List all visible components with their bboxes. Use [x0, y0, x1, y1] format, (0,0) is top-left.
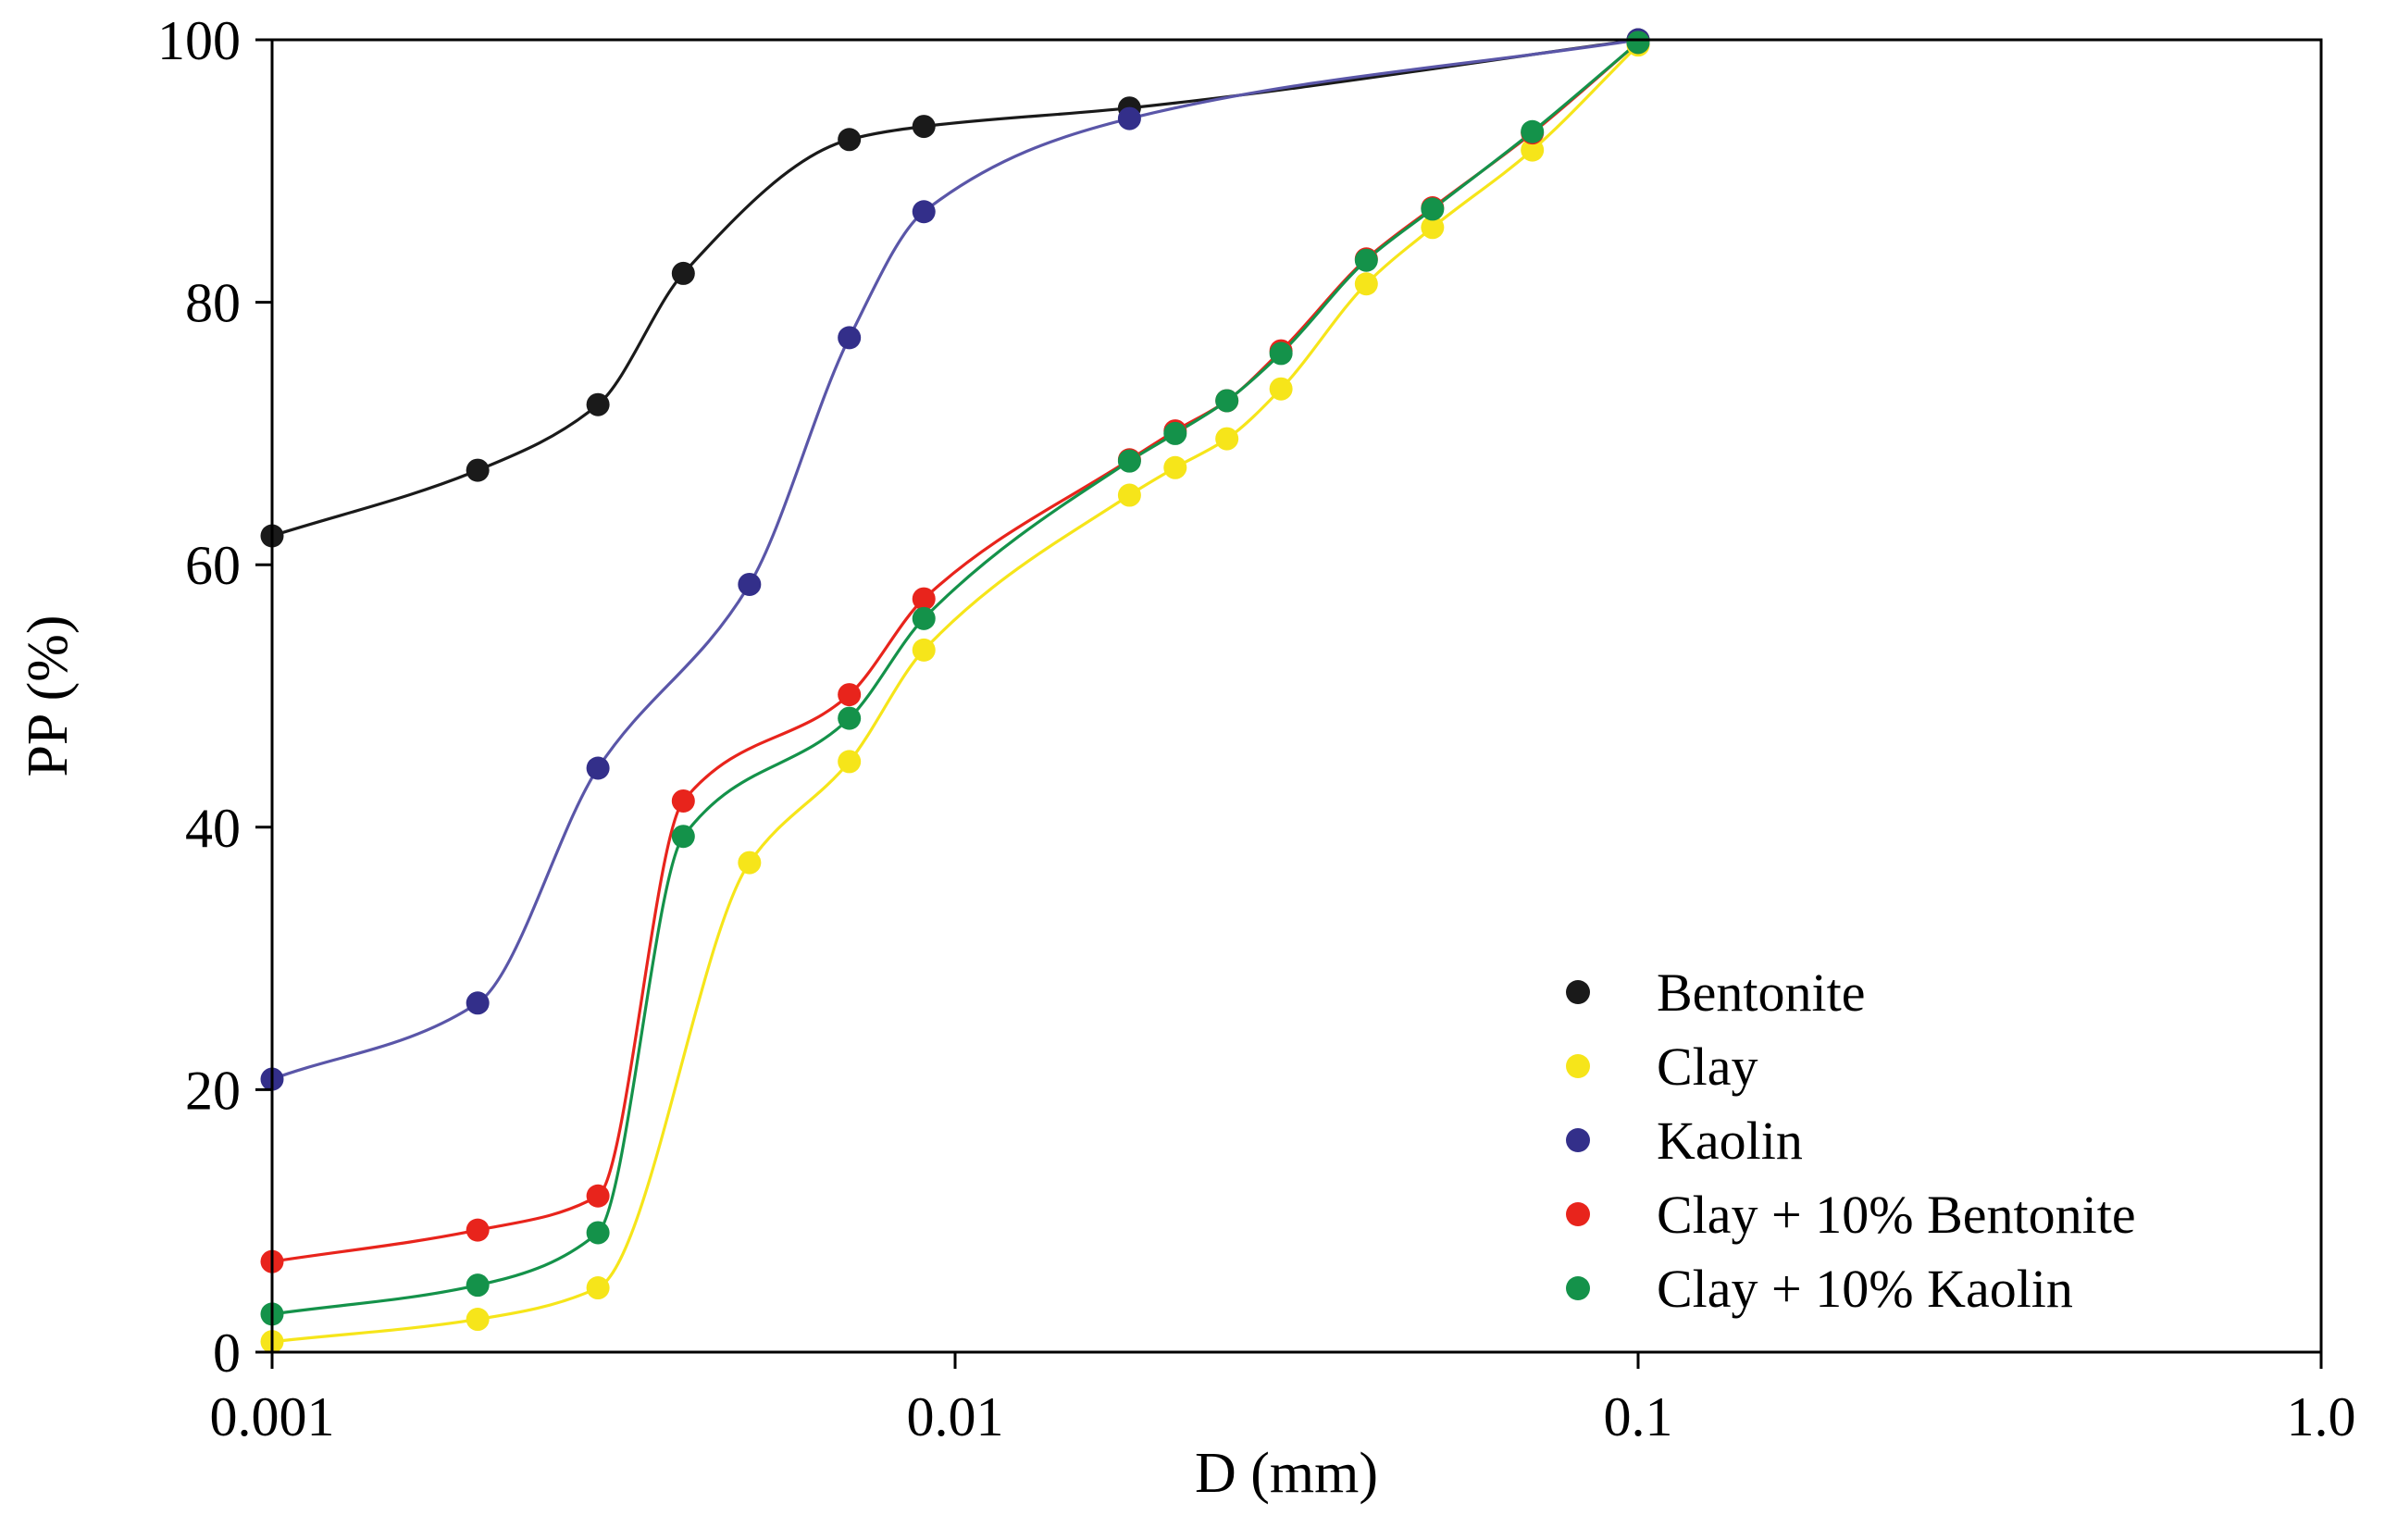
data-point-clay-10-kaolin	[1354, 248, 1378, 272]
data-point-clay	[466, 1308, 490, 1332]
data-point-clay	[1117, 483, 1141, 507]
y-axis-title: PP (%)	[17, 615, 80, 776]
legend-marker-clay-10-bentonite	[1566, 1202, 1590, 1226]
legend-marker-kaolin	[1566, 1128, 1590, 1152]
y-tick-label: 0	[213, 1323, 241, 1384]
plot-frame	[270, 38, 2323, 1354]
data-point-clay-10-kaolin	[671, 825, 695, 849]
data-point-clay-10-bentonite	[838, 683, 862, 707]
legend-item-clay-10-bentonite: Clay + 10% Bentonite	[1566, 1185, 2136, 1245]
data-point-clay	[738, 851, 762, 875]
legend-marker-clay	[1566, 1054, 1590, 1078]
data-point-clay-10-kaolin	[1521, 119, 1545, 143]
data-point-kaolin	[838, 326, 862, 350]
data-point-clay	[912, 638, 936, 662]
y-tick-label: 40	[185, 798, 241, 859]
data-point-clay-10-kaolin	[912, 606, 936, 630]
data-point-clay	[1521, 138, 1545, 162]
data-point-kaolin	[912, 200, 936, 224]
legend-label-clay-10-kaolin: Clay + 10% Kaolin	[1657, 1259, 2073, 1319]
data-point-clay-10-bentonite	[671, 789, 695, 813]
label-layer: 0 20 40 60 80 100 0.001 0.01 0.1 1.0	[157, 10, 2356, 1447]
data-point-bentonite	[671, 261, 695, 285]
data-point-clay-10-bentonite	[466, 1218, 490, 1242]
data-point-clay	[1269, 377, 1293, 401]
legend-item-bentonite: Bentonite	[1566, 962, 1866, 1023]
data-point-clay	[1354, 272, 1378, 296]
data-point-clay	[586, 1276, 610, 1300]
x-axis-title: D (mm)	[1195, 1442, 1378, 1505]
data-point-clay-10-kaolin	[1117, 449, 1141, 473]
data-point-bentonite	[586, 392, 610, 416]
data-point-clay-10-kaolin	[1421, 197, 1445, 221]
y-tick-label: 80	[185, 273, 241, 334]
x-tick-label: 0.001	[210, 1386, 335, 1447]
data-point-clay-10-kaolin	[466, 1273, 490, 1298]
data-point-clay-10-kaolin	[1215, 389, 1239, 413]
y-tick-label: 100	[157, 10, 241, 71]
x-tick-label: 0.01	[907, 1386, 1004, 1447]
data-point-bentonite	[466, 458, 490, 482]
data-point-bentonite	[838, 128, 862, 152]
data-point-kaolin	[738, 572, 762, 596]
data-point-bentonite	[912, 115, 936, 139]
legend-label-kaolin: Kaolin	[1657, 1111, 1803, 1171]
data-point-clay-10-kaolin	[1269, 342, 1293, 366]
data-point-clay-10-bentonite	[912, 587, 936, 611]
legend-item-kaolin: Kaolin	[1566, 1111, 1803, 1171]
data-point-clay	[1421, 216, 1445, 240]
legend-label-clay-10-bentonite: Clay + 10% Bentonite	[1657, 1185, 2136, 1245]
legend-marker-bentonite	[1566, 980, 1590, 1004]
y-tick-label: 60	[185, 535, 241, 596]
data-point-kaolin	[1117, 106, 1141, 130]
data-point-clay-10-kaolin	[838, 706, 862, 730]
data-point-clay	[838, 750, 862, 774]
data-point-clay-10-bentonite	[586, 1184, 610, 1208]
data-point-clay	[1215, 427, 1239, 451]
legend: Bentonite Clay Kaolin Clay + 10% Bentoni…	[1566, 962, 2136, 1319]
legend-label-clay: Clay	[1657, 1037, 1758, 1097]
data-point-clay-10-kaolin	[586, 1221, 610, 1245]
y-tick-label: 20	[185, 1060, 241, 1121]
x-tick-label: 1.0	[2287, 1386, 2356, 1447]
data-point-kaolin	[586, 756, 610, 780]
data-point-clay	[1163, 455, 1187, 479]
legend-item-clay: Clay	[1566, 1037, 1758, 1097]
series-layer	[260, 28, 1650, 1354]
series-line-kaolin	[271, 38, 1639, 1081]
legend-label-bentonite: Bentonite	[1657, 962, 1866, 1023]
data-point-clay-10-kaolin	[1626, 31, 1650, 55]
x-tick-label: 0.1	[1604, 1386, 1673, 1447]
data-point-clay-10-kaolin	[1163, 421, 1187, 445]
data-point-kaolin	[466, 991, 490, 1015]
legend-item-clay-10-kaolin: Clay + 10% Kaolin	[1566, 1259, 2073, 1319]
tick-layer	[255, 38, 2323, 1369]
legend-marker-clay-10-kaolin	[1566, 1276, 1590, 1300]
